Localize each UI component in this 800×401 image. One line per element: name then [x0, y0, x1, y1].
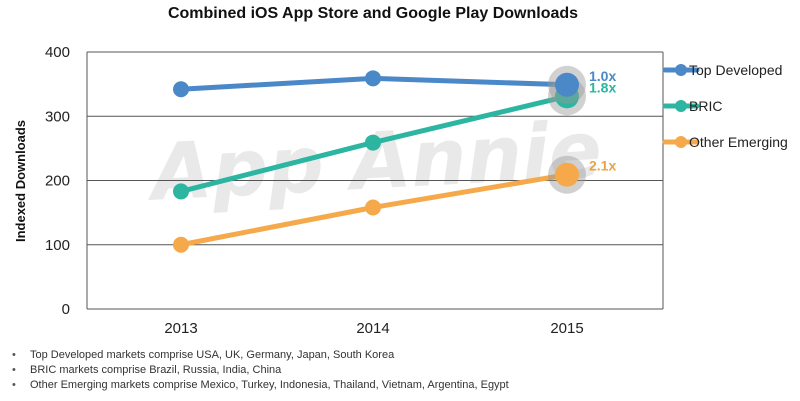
y-tick-label-100: 100: [45, 237, 70, 254]
legend-marker-other-emerging: [675, 136, 687, 148]
y-tick-label-0: 0: [62, 301, 70, 318]
multiplier-labels: 2.1x 1.8x1.0x: [589, 68, 616, 174]
y-tick-label-300: 300: [45, 108, 70, 125]
footnote-top-developed: Top Developed markets comprise USA, UK, …: [12, 348, 792, 363]
data-point-bric-2014: [365, 134, 381, 151]
legend-label-top-developed: Top Developed: [689, 62, 782, 78]
data-point-bric-2013: [173, 183, 189, 200]
footnote-other-emerging: Other Emerging markets comprise Mexico, …: [12, 378, 792, 393]
legend-label-bric: BRIC: [689, 98, 722, 114]
y-tick-labels: 0 100 200 300 400: [45, 44, 70, 318]
data-point-other-emerging-2014: [365, 199, 381, 216]
x-tick-label-2013: 2013: [164, 320, 197, 337]
legend: Top Developed BRIC Other Emerging: [662, 62, 788, 150]
axes: [86, 52, 664, 309]
endpoint-point-other-emerging: [555, 162, 579, 187]
multiplier-label-other-emerging: 2.1x: [589, 158, 616, 174]
x-tick-label-2015: 2015: [550, 320, 583, 337]
x-tick-label-2014: 2014: [356, 320, 389, 337]
y-axis-label: Indexed Downloads: [13, 120, 28, 242]
x-tick-labels: 2013 2014 2015: [164, 320, 583, 337]
legend-label-other-emerging: Other Emerging: [689, 134, 788, 150]
endpoint-point-top-developed: [555, 72, 579, 97]
legend-marker-bric: [675, 100, 687, 112]
multiplier-label-top-developed: 1.0x: [589, 68, 616, 84]
y-tick-label-200: 200: [45, 173, 70, 190]
y-tick-label-400: 400: [45, 44, 70, 61]
chart-title: Combined iOS App Store and Google Play D…: [168, 5, 578, 22]
series-layer: [173, 70, 570, 253]
footnotes: Top Developed markets comprise USA, UK, …: [12, 348, 792, 393]
data-point-top-developed-2013: [173, 81, 189, 98]
footnote-bric: BRIC markets comprise Brazil, Russia, In…: [12, 363, 792, 378]
legend-marker-top-developed: [675, 64, 687, 76]
multiplier-label-bric: 1.8x: [589, 79, 616, 95]
endpoint-highlights: [548, 65, 586, 194]
data-point-other-emerging-2013: [173, 236, 189, 253]
data-point-top-developed-2014: [365, 70, 381, 87]
